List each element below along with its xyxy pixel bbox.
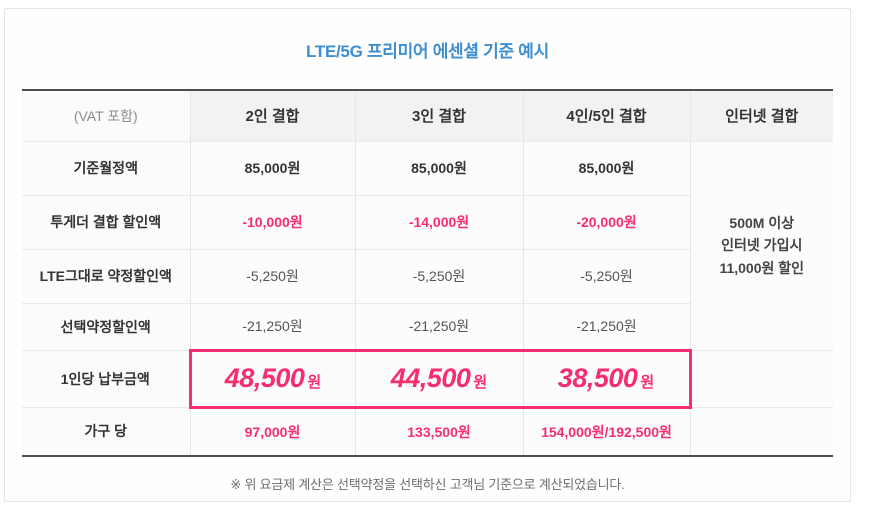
cell-value: -5,250원 bbox=[354, 248, 523, 303]
column-header-4-5person: 4인/5인 결합 bbox=[522, 90, 690, 141]
cell-value-highlighted: 38,500 원 bbox=[522, 348, 692, 409]
pricing-table: (VAT 포함) 2인 결합 3인 결합 4인/5인 결합 인터넷 결합 기준월… bbox=[22, 89, 833, 457]
footnote: ※ 위 요금제 계산은 선택약정을 선택하신 고객님 기준으로 계산되었습니다. bbox=[230, 477, 625, 492]
cell-value: 133,500원 bbox=[354, 406, 523, 456]
won-suffix: 원 bbox=[473, 374, 488, 391]
cell-value: -5,250원 bbox=[522, 248, 690, 303]
cell-value: 154,000원/192,500원 bbox=[522, 406, 690, 456]
cell-value: -14,000원 bbox=[354, 194, 523, 249]
row-label: 선택약정할인액 bbox=[22, 302, 190, 350]
pricing-card: LTE/5G 프리미어 에센셜 기준 예시 (VAT 포함) 2인 결합 3인 … bbox=[4, 8, 851, 502]
cell-value: 97,000원 bbox=[189, 406, 355, 456]
table-row-per-person-total: 1인당 납부금액 48,500 원 44,500 원 38,500 원 bbox=[22, 348, 833, 409]
column-header-2person: 2인 결합 bbox=[189, 90, 355, 141]
won-suffix: 원 bbox=[640, 374, 655, 391]
won-suffix: 원 bbox=[307, 374, 322, 391]
cell-value: -21,250원 bbox=[354, 302, 523, 350]
cell-value-highlighted: 44,500 원 bbox=[354, 348, 523, 409]
per-person-amount: 38,500 bbox=[557, 363, 638, 393]
column-header-3person: 3인 결합 bbox=[354, 90, 523, 141]
column-header-vat: (VAT 포함) bbox=[22, 90, 190, 141]
per-person-amount: 44,500 bbox=[390, 363, 471, 393]
cell-value: -21,250원 bbox=[189, 302, 355, 350]
cell-value: -5,250원 bbox=[189, 248, 355, 303]
cell-value: -21,250원 bbox=[522, 302, 690, 350]
table-row-per-household: 가구 당 97,000원 133,500원 154,000원/192,500원 bbox=[22, 406, 833, 456]
table-row: LTE그대로 약정할인액 -5,250원 -5,250원 -5,250원 bbox=[22, 248, 833, 303]
column-header-internet: 인터넷 결합 bbox=[689, 90, 833, 141]
table-row: 투게더 결합 할인액 -10,000원 -14,000원 -20,000원 bbox=[22, 194, 833, 249]
row-label: LTE그대로 약정할인액 bbox=[22, 248, 190, 303]
row-label: 1인당 납부금액 bbox=[22, 349, 190, 407]
cell-value: 85,000원 bbox=[522, 140, 690, 195]
per-person-amount: 48,500 bbox=[224, 363, 305, 393]
cell-value-highlighted: 48,500 원 bbox=[188, 348, 355, 409]
row-label: 투게더 결합 할인액 bbox=[22, 194, 190, 249]
cell-value: -10,000원 bbox=[189, 194, 355, 249]
empty-cell bbox=[689, 406, 833, 456]
table-row: 선택약정할인액 -21,250원 -21,250원 -21,250원 bbox=[22, 302, 833, 350]
internet-note-cell: 500M 이상 인터넷 가입시 11,000원 할인 bbox=[689, 140, 833, 350]
page-title: LTE/5G 프리미어 에센셜 기준 예시 bbox=[306, 41, 549, 61]
cell-value: 85,000원 bbox=[354, 140, 523, 195]
cell-value: -20,000원 bbox=[522, 194, 690, 249]
empty-cell bbox=[689, 349, 833, 407]
table-row: 기준월정액 85,000원 85,000원 85,000원 500M 이상 인터… bbox=[22, 140, 833, 350]
row-label: 기준월정액 bbox=[22, 140, 190, 195]
row-label: 가구 당 bbox=[22, 406, 190, 456]
header-row: (VAT 포함) 2인 결합 3인 결합 4인/5인 결합 인터넷 결합 bbox=[22, 90, 833, 141]
cell-value: 85,000원 bbox=[189, 140, 355, 195]
